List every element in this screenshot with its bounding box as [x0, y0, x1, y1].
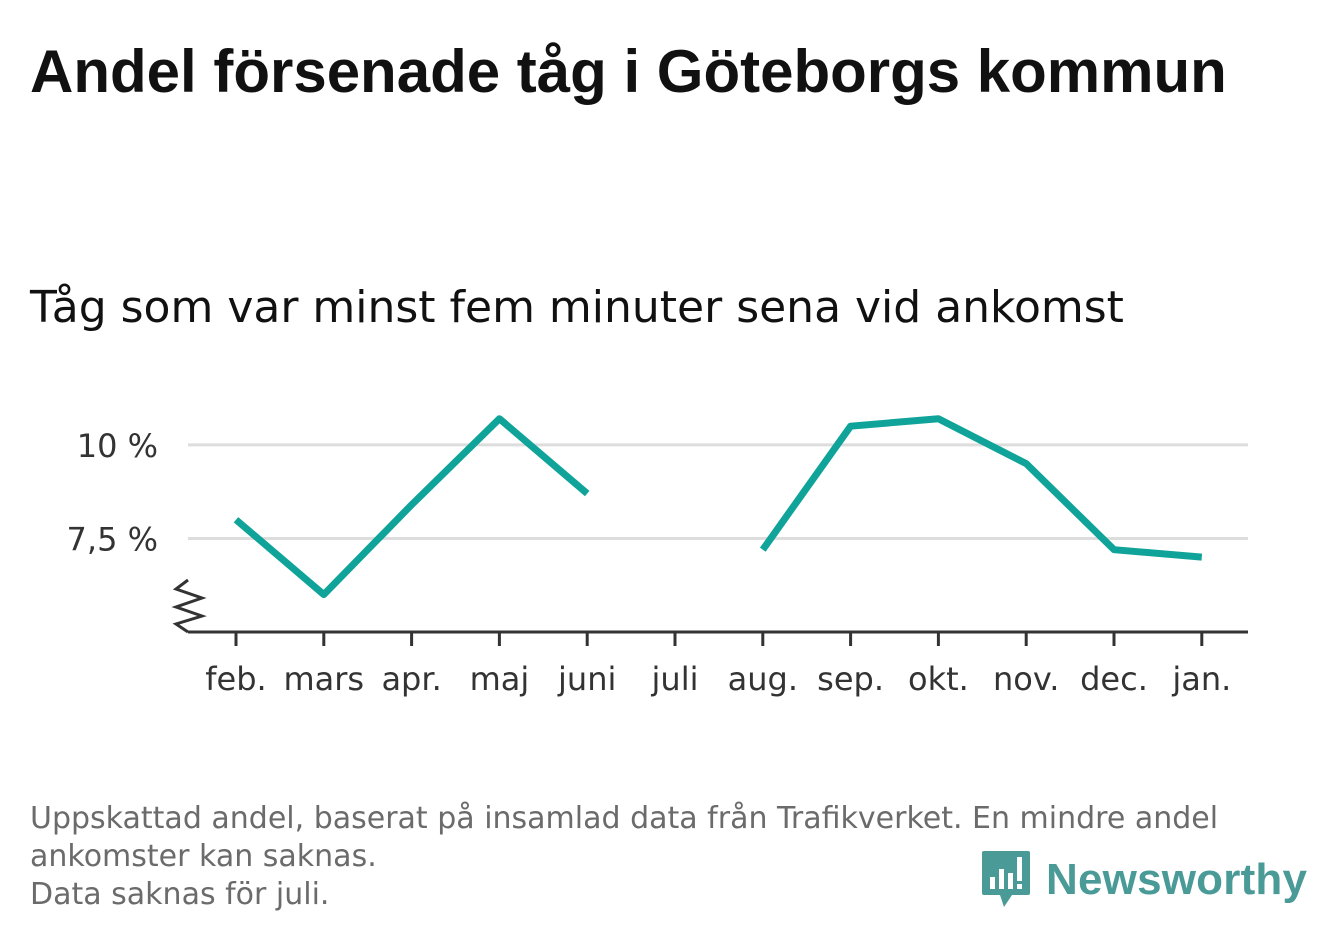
newsworthy-logo[interactable]: Newsworthy: [980, 848, 1307, 912]
x-tick-labels: feb. mars apr. maj juni juli aug. sep. okt. nov. d…: [205, 660, 1231, 698]
footnote-line-2: Data saknas för juli.: [30, 877, 330, 912]
x-tick-label: mars: [283, 660, 364, 698]
zigzag-break-icon: [171, 578, 207, 634]
series-line: [233, 415, 590, 599]
footnote-line-1: Uppskattad andel, baserat på insamlad da…: [30, 801, 1219, 874]
x-tick-label: nov.: [993, 660, 1059, 698]
x-axis: [171, 578, 1248, 646]
x-tick-label: aug.: [728, 660, 798, 698]
chart-subtitle: Tåg som var minst fem minuter sena vid a…: [30, 282, 1124, 333]
x-tick-label: dec.: [1080, 660, 1148, 698]
x-tick-label: juli: [651, 660, 699, 698]
y-tick-labels: 7,5 % 10 %: [67, 427, 158, 559]
x-tick-label: maj: [470, 660, 530, 698]
y-tick-label: 10 %: [77, 427, 158, 465]
brand-name: Newsworthy: [1046, 855, 1308, 904]
x-tick-label: apr.: [381, 660, 441, 698]
series-line: [759, 415, 1203, 561]
series-lines: [233, 415, 1203, 599]
x-tick-label: sep.: [817, 660, 884, 698]
bar-chart-speech-bubble-icon: [982, 851, 1030, 907]
x-tick-label: jan.: [1171, 660, 1231, 698]
x-tick-label: feb.: [205, 660, 266, 698]
footnote: Uppskattad andel, baserat på insamlad da…: [30, 800, 1280, 914]
y-tick-label: 7,5 %: [67, 520, 158, 558]
x-tick-label: juni: [557, 660, 616, 698]
gridlines: [188, 443, 1248, 540]
x-tick-label: okt.: [908, 660, 969, 698]
chart-title: Andel försenade tåg i Göteborgs kommun: [30, 38, 1227, 105]
